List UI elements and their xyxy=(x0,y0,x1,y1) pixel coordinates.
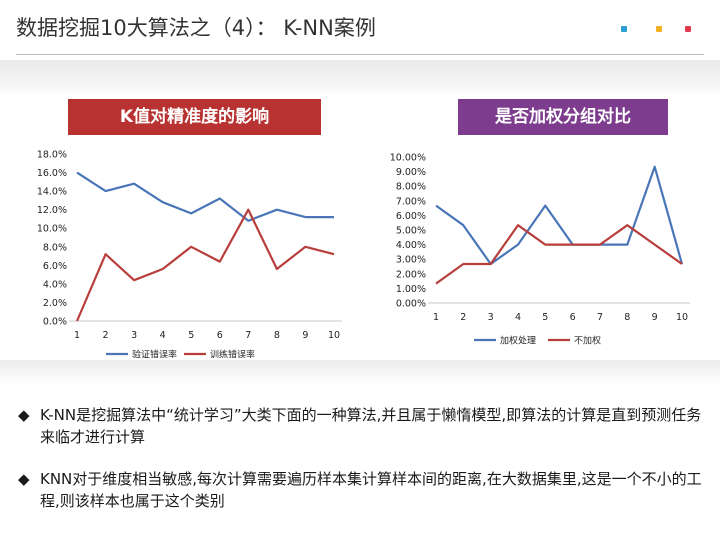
x-tick-label: 8 xyxy=(274,330,280,341)
left-chart-banner: K值对精准度的影响 xyxy=(68,99,321,135)
legend-label-2: 不加权 xyxy=(574,335,601,347)
x-tick-label: 1 xyxy=(74,330,80,341)
series-line-1 xyxy=(76,171,334,222)
y-tick-label: 8.00% xyxy=(396,182,426,193)
text-area: ◆ K-NN是挖掘算法中“统计学习”大类下面的一种算法,并且属于懒惰模型,即算法… xyxy=(0,360,720,540)
y-tick-label: 2.00% xyxy=(396,269,426,280)
legend-label-2: 训练错误率 xyxy=(210,349,255,359)
bullet-text: K-NN是挖掘算法中“统计学习”大类下面的一种算法,并且属于懒惰模型,即算法的计… xyxy=(40,406,702,446)
x-tick-label: 5 xyxy=(542,312,548,323)
x-tick-label: 5 xyxy=(188,330,194,341)
y-tick-label: 4.00% xyxy=(396,240,426,251)
series-line-2 xyxy=(75,208,335,322)
right-chart-banner: 是否加权分组对比 xyxy=(458,99,668,135)
y-tick-label: 0.0% xyxy=(43,317,67,328)
y-tick-label: 5.00% xyxy=(396,226,426,237)
title-divider xyxy=(16,54,704,55)
y-tick-label: 12.0% xyxy=(37,205,67,216)
x-tick-label: 10 xyxy=(328,330,340,341)
weighting-chart: 0.00% 1.00% 2.00% 3.00% 4.00% 5.00% 6.00% 7.00%… xyxy=(390,153,690,347)
header-band xyxy=(0,60,720,96)
x-tick-label: 3 xyxy=(131,330,137,341)
series-line-1 xyxy=(435,165,684,266)
slide-title: 数据挖掘10大算法之（4）： K-NN案例 xyxy=(16,16,376,40)
x-tick-label: 6 xyxy=(217,330,223,341)
y-tick-label: 4.0% xyxy=(43,279,67,290)
k-value-chart: 0.0% 2.0% 4.0% 6.0% 8.0% 10.0% 12.0% 14.0% 16.0%… xyxy=(37,150,342,361)
x-tick-label: 2 xyxy=(460,312,466,323)
x-tick-label: 7 xyxy=(245,330,251,341)
y-tick-label: 8.0% xyxy=(43,242,67,253)
x-tick-label: 10 xyxy=(676,312,688,323)
x-tick-label: 2 xyxy=(103,330,109,341)
x-tick-label: 3 xyxy=(488,312,494,323)
y-tick-label: 14.0% xyxy=(37,187,67,198)
x-tick-label: 1 xyxy=(433,312,439,323)
diamond-bullet-icon: ◆ xyxy=(18,406,30,424)
x-tick-label: 7 xyxy=(597,312,603,323)
y-tick-label: 10.00% xyxy=(390,153,426,164)
series-line-2 xyxy=(435,224,683,285)
bullet-text: KNN对于维度相当敏感,每次计算需要遍历样本集计算样本间的距离,在大数据集里,这… xyxy=(40,470,702,510)
bullet-knn-definition: ◆ K-NN是挖掘算法中“统计学习”大类下面的一种算法,并且属于懒惰模型,即算法… xyxy=(18,404,716,448)
x-tick-label: 8 xyxy=(624,312,630,323)
y-tick-label: 0.00% xyxy=(396,299,426,310)
x-tick-label: 4 xyxy=(160,330,166,341)
diamond-bullet-icon: ◆ xyxy=(18,470,30,488)
y-tick-label: 16.0% xyxy=(37,168,67,179)
y-tick-label: 18.0% xyxy=(37,150,67,161)
y-tick-label: 7.00% xyxy=(396,196,426,207)
y-tick-label: 9.00% xyxy=(396,167,426,178)
x-tick-label: 9 xyxy=(652,312,658,323)
y-tick-label: 1.00% xyxy=(396,284,426,295)
right-chart-panel: 是否加权分组对比 0.00% 1.00% 2.00% 3.00% 4.00% 5.00% 6… xyxy=(370,96,704,358)
bullet-knn-dimension: ◆ KNN对于维度相当敏感,每次计算需要遍历样本集计算样本间的距离,在大数据集里… xyxy=(18,468,716,512)
y-tick-label: 6.0% xyxy=(43,261,67,272)
y-tick-label: 2.0% xyxy=(43,298,67,309)
y-tick-label: 3.00% xyxy=(396,255,426,266)
x-tick-label: 6 xyxy=(570,312,576,323)
legend-label-1: 验证错误率 xyxy=(132,349,177,359)
y-tick-label: 6.00% xyxy=(396,211,426,222)
y-tick-label: 10.0% xyxy=(37,224,67,235)
x-tick-label: 4 xyxy=(515,312,521,323)
accent-dot-blue xyxy=(621,26,627,32)
accent-dot-yellow xyxy=(656,26,662,32)
x-tick-label: 9 xyxy=(302,330,308,341)
left-chart-panel: K值对精准度的影响 0.0% 2.0% 4.0% 6.0% 8.0% 10.0% 12.0%… xyxy=(16,96,358,361)
accent-dot-red xyxy=(685,26,691,32)
legend-label-1: 加权处理 xyxy=(500,335,536,347)
